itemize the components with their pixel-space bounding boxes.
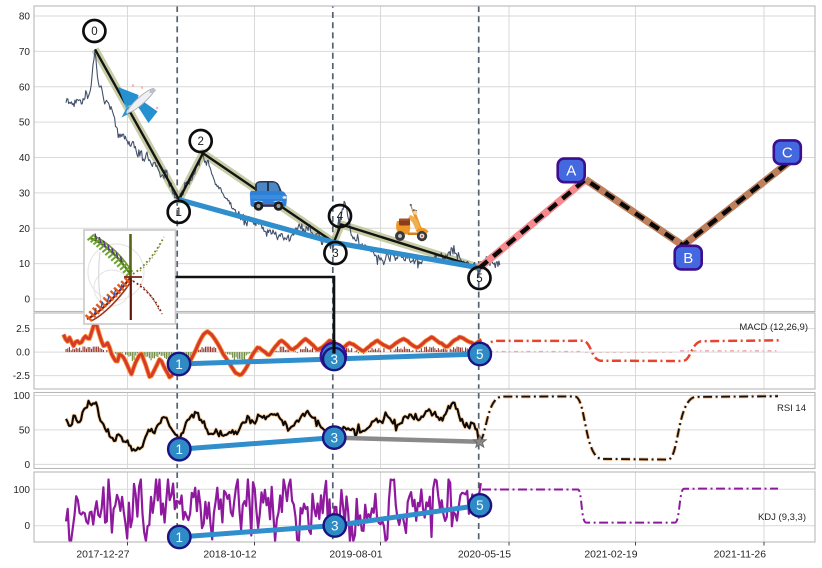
svg-text:40: 40 bbox=[19, 153, 31, 164]
svg-text:2017-12-27: 2017-12-27 bbox=[76, 550, 129, 561]
svg-text:2.5: 2.5 bbox=[16, 324, 30, 335]
svg-text:2: 2 bbox=[197, 136, 203, 148]
svg-text:B: B bbox=[683, 250, 693, 267]
svg-text:1: 1 bbox=[175, 357, 183, 372]
svg-text:2018-10-12: 2018-10-12 bbox=[203, 550, 256, 561]
svg-text:2021-02-19: 2021-02-19 bbox=[584, 550, 637, 561]
svg-text:3: 3 bbox=[332, 248, 338, 260]
svg-text:-2.5: -2.5 bbox=[13, 371, 31, 382]
svg-text:50: 50 bbox=[19, 425, 31, 436]
svg-text:80: 80 bbox=[19, 12, 31, 23]
svg-text:KDJ (9,3,3): KDJ (9,3,3) bbox=[758, 512, 806, 523]
svg-text:3: 3 bbox=[331, 518, 339, 533]
svg-text:100: 100 bbox=[13, 391, 30, 402]
svg-text:20: 20 bbox=[19, 224, 31, 235]
svg-text:5: 5 bbox=[476, 347, 484, 362]
svg-text:5: 5 bbox=[476, 273, 482, 285]
svg-text:50: 50 bbox=[19, 118, 31, 129]
svg-text:30: 30 bbox=[19, 188, 31, 199]
svg-text:2021-11-26: 2021-11-26 bbox=[714, 550, 767, 561]
svg-text:1: 1 bbox=[175, 207, 181, 219]
svg-text:0: 0 bbox=[91, 26, 97, 38]
svg-text:2019-08-01: 2019-08-01 bbox=[329, 550, 382, 561]
svg-text:3: 3 bbox=[330, 430, 338, 445]
svg-text:0: 0 bbox=[24, 460, 30, 471]
svg-text:100: 100 bbox=[13, 485, 30, 496]
svg-text:3: 3 bbox=[330, 352, 338, 367]
svg-text:C: C bbox=[782, 144, 793, 161]
svg-text:60: 60 bbox=[19, 82, 31, 93]
svg-text:4: 4 bbox=[337, 211, 344, 223]
svg-text:A: A bbox=[566, 163, 576, 180]
svg-text:0: 0 bbox=[24, 521, 30, 532]
svg-text:0.0: 0.0 bbox=[16, 348, 30, 359]
svg-text:10: 10 bbox=[19, 259, 31, 270]
svg-text:0: 0 bbox=[24, 295, 30, 306]
svg-text:5: 5 bbox=[476, 498, 484, 513]
svg-text:RSI 14: RSI 14 bbox=[777, 403, 806, 414]
svg-text:MACD (12,26,9): MACD (12,26,9) bbox=[739, 322, 808, 333]
svg-text:1: 1 bbox=[176, 530, 184, 545]
svg-text:70: 70 bbox=[19, 47, 31, 58]
svg-text:1: 1 bbox=[176, 442, 184, 457]
svg-text:2020-05-15: 2020-05-15 bbox=[458, 550, 511, 561]
